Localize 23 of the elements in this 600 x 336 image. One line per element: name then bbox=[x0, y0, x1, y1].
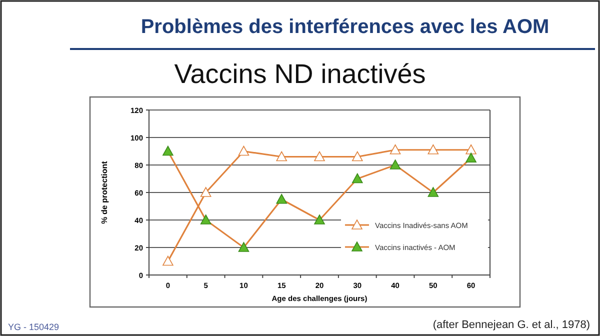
point bbox=[466, 152, 476, 163]
point bbox=[162, 146, 174, 156]
point bbox=[200, 187, 212, 197]
point bbox=[238, 146, 250, 156]
point bbox=[276, 151, 288, 162]
point bbox=[314, 214, 325, 224]
point bbox=[238, 242, 250, 252]
point bbox=[200, 214, 212, 224]
point bbox=[390, 144, 401, 154]
point bbox=[390, 160, 401, 170]
point bbox=[352, 173, 363, 184]
point bbox=[276, 194, 288, 204]
point bbox=[466, 144, 476, 154]
chart-subtitle: Vaccins ND inactivés bbox=[174, 59, 426, 89]
point bbox=[314, 151, 325, 162]
text: YG - 150429 bbox=[8, 322, 60, 332]
point bbox=[162, 256, 174, 266]
point bbox=[428, 187, 439, 197]
text: (after Bennejean G. et al., 1978) bbox=[432, 319, 590, 331]
chart-title: Problèmes des interférences avec les AOM bbox=[140, 16, 550, 38]
point bbox=[428, 144, 439, 154]
y-axis-title: % de protectiont bbox=[100, 160, 109, 224]
point bbox=[352, 151, 363, 162]
